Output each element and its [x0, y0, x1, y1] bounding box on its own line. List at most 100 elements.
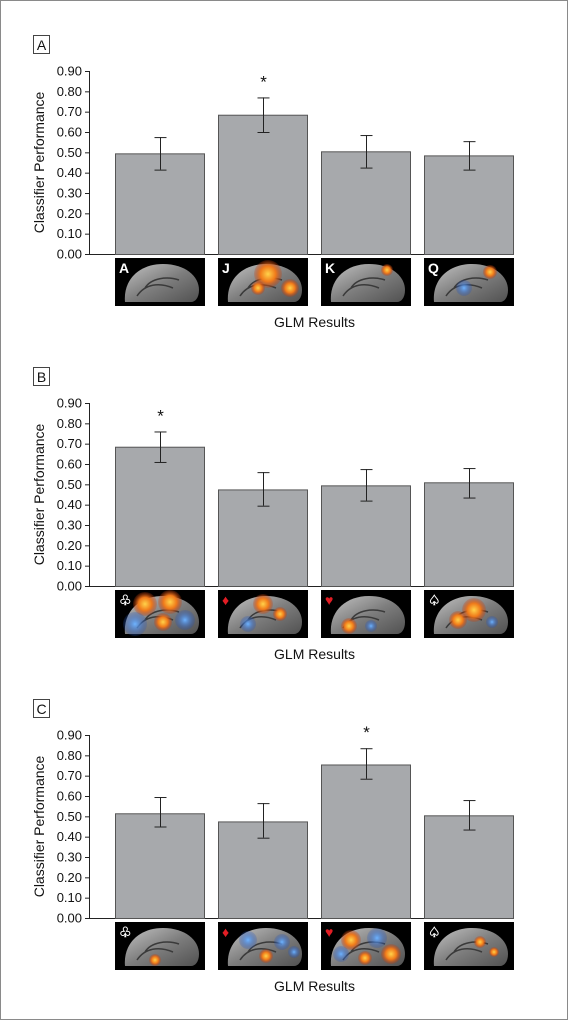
brain-folds — [136, 277, 180, 297]
activation-hot — [251, 281, 265, 295]
y-tick-label: 0.00 — [57, 579, 82, 594]
y-tick-label: 0.40 — [57, 165, 82, 180]
activation-hot — [358, 951, 372, 965]
activation-hot — [381, 944, 401, 964]
bar — [115, 813, 205, 920]
category-thumbnail: A — [115, 258, 205, 306]
y-tick-label: 0.50 — [57, 145, 82, 160]
chart-panel-b: B Classifier Performance 0.00 0.10 0.20 0.30 0… — [31, 367, 514, 662]
y-tick-label: 0.20 — [57, 206, 82, 221]
bar — [115, 153, 205, 256]
brain-silhouette — [433, 928, 508, 966]
activation-hot — [259, 949, 273, 963]
diamond-icon: ♦ — [222, 592, 229, 608]
activation-cold — [456, 280, 472, 296]
bar — [321, 764, 411, 919]
x-axis-title: GLM Results — [274, 314, 355, 330]
activation-cold — [123, 612, 147, 636]
activation-cold — [274, 934, 290, 950]
activation-cold — [486, 616, 498, 628]
activation-hot — [449, 611, 467, 629]
activation-cold — [239, 931, 257, 949]
panel-label-box — [33, 367, 50, 386]
y-tick-label: 0.20 — [57, 870, 82, 885]
y-tick-label: 0.90 — [57, 728, 82, 743]
y-tick-label: 0.80 — [57, 416, 82, 431]
bar — [424, 815, 514, 919]
panel-label-box — [33, 35, 50, 54]
letter-k-icon: K — [325, 260, 335, 276]
y-tick-label: 0.50 — [57, 477, 82, 492]
y-tick-label: 0.90 — [57, 396, 82, 411]
activation-hot — [462, 598, 486, 622]
activation-cold — [240, 616, 256, 632]
brain-folds — [342, 277, 386, 297]
chart-panel-a: A Classifier Performance 0.00 0.10 0.20 0.30 0… — [31, 35, 514, 330]
category-thumbnail: ♥ — [321, 590, 411, 638]
category-thumbnail: ♧ — [115, 590, 205, 638]
spade-icon: ♤ — [428, 592, 441, 608]
activation-cold — [367, 928, 387, 948]
y-tick-label: 0.70 — [57, 436, 82, 451]
activation-hot — [133, 592, 157, 616]
club-icon: ♧ — [119, 924, 132, 940]
panel-label: C — [36, 701, 46, 717]
category-thumbnail: ♥ — [321, 922, 411, 970]
activation-hot — [474, 936, 486, 948]
y-tick-label: 0.10 — [57, 890, 82, 905]
spade-icon: ♤ — [428, 924, 441, 940]
y-tick-label: 0.60 — [57, 125, 82, 140]
category-thumbnail: ♧ — [115, 922, 205, 970]
y-tick-label: 0.40 — [57, 829, 82, 844]
activation-cold — [288, 946, 300, 958]
activation-hot — [281, 279, 299, 297]
bar — [321, 151, 411, 255]
y-tick-label: 0.10 — [57, 558, 82, 573]
y-tick-label: 0.60 — [57, 789, 82, 804]
y-tick-label: 0.80 — [57, 748, 82, 763]
y-tick-label: 0.30 — [57, 186, 82, 201]
bar — [321, 485, 411, 588]
panel-label-box — [33, 699, 50, 718]
chart-panel-c: C Classifier Performance 0.00 0.10 0.20 0.30 0… — [31, 699, 514, 994]
category-thumbnail: J — [218, 258, 308, 306]
heart-icon: ♥ — [325, 592, 333, 608]
brain-folds — [136, 941, 180, 961]
y-tick-label: 0.80 — [57, 84, 82, 99]
y-tick-label: 0.10 — [57, 226, 82, 241]
heart-icon: ♥ — [325, 924, 333, 940]
y-axis-title: Classifier Performance — [31, 91, 47, 233]
activation-hot — [154, 613, 172, 631]
bar — [424, 155, 514, 255]
y-tick-label: 0.50 — [57, 809, 82, 824]
category-thumbnail: K — [321, 258, 411, 306]
category-thumbnail: Q — [424, 258, 514, 306]
activation-cold — [175, 610, 195, 630]
activation-hot — [381, 264, 393, 276]
panel-label: B — [37, 369, 46, 385]
bar — [115, 446, 205, 588]
activation-hot — [341, 930, 361, 950]
y-tick-label: 0.20 — [57, 538, 82, 553]
bar — [424, 482, 514, 587]
y-tick-label: 0.90 — [57, 64, 82, 79]
activation-cold — [365, 620, 377, 632]
category-thumbnail: ♤ — [424, 922, 514, 970]
bar — [218, 114, 308, 256]
category-thumbnail: ♤ — [424, 590, 514, 638]
y-tick-label: 0.00 — [57, 911, 82, 926]
letter-j-icon: J — [222, 260, 230, 276]
y-axis-title: Classifier Performance — [31, 755, 47, 897]
significance-marker: * — [363, 723, 370, 742]
activation-hot — [254, 260, 282, 288]
activation-hot — [273, 607, 287, 621]
category-thumbnail: ♦ — [218, 590, 308, 638]
letter-q-icon: Q — [428, 260, 439, 276]
y-tick-label: 0.60 — [57, 457, 82, 472]
brain-silhouette — [124, 928, 199, 966]
activation-hot — [489, 947, 499, 957]
letter-a-icon: A — [119, 260, 129, 276]
activation-hot — [149, 954, 161, 966]
activation-hot — [341, 618, 357, 634]
